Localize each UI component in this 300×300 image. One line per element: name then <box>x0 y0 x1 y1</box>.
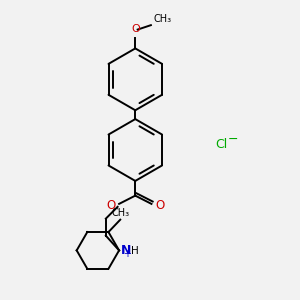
Text: N: N <box>121 244 131 257</box>
Text: O: O <box>155 199 164 212</box>
Text: CH₃: CH₃ <box>111 208 129 218</box>
Text: Cl: Cl <box>215 138 227 151</box>
Text: +: + <box>123 249 131 259</box>
Text: −: − <box>228 133 238 146</box>
Text: H: H <box>131 246 139 256</box>
Text: O: O <box>131 24 140 34</box>
Text: CH₃: CH₃ <box>153 14 171 24</box>
Text: O: O <box>106 199 116 212</box>
